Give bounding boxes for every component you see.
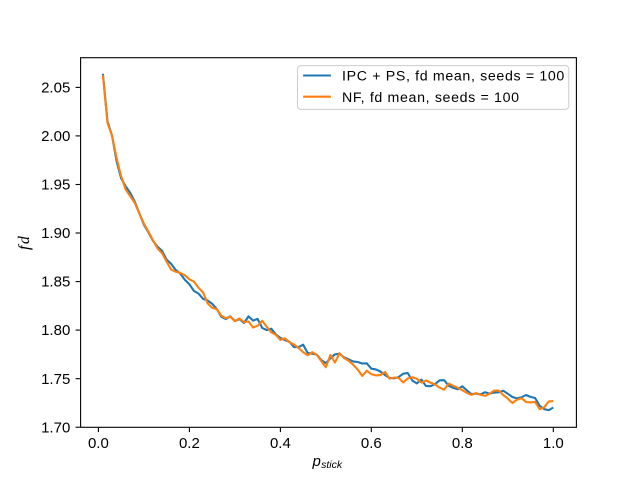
svg-text:0.6: 0.6 (361, 435, 382, 452)
svg-text:1.90: 1.90 (41, 225, 70, 242)
svg-text:2.00: 2.00 (41, 128, 70, 145)
svg-text:0.4: 0.4 (270, 435, 291, 452)
svg-text:fd: fd (16, 235, 33, 250)
svg-text:1.95: 1.95 (41, 177, 70, 194)
svg-text:IPC + PS, fd mean, seeds = 100: IPC + PS, fd mean, seeds = 100 (342, 69, 565, 85)
svg-text:0.2: 0.2 (179, 435, 200, 452)
svg-text:1.80: 1.80 (41, 322, 70, 339)
svg-text:2.05: 2.05 (41, 80, 70, 97)
svg-text:1.0: 1.0 (543, 435, 564, 452)
svg-text:1.75: 1.75 (41, 371, 70, 388)
svg-text:0.8: 0.8 (452, 435, 473, 452)
svg-text:1.85: 1.85 (41, 274, 70, 291)
svg-text:NF, fd mean, seeds = 100: NF, fd mean, seeds = 100 (342, 90, 520, 106)
svg-text:1.70: 1.70 (41, 419, 70, 436)
svg-text:0.0: 0.0 (88, 435, 109, 452)
